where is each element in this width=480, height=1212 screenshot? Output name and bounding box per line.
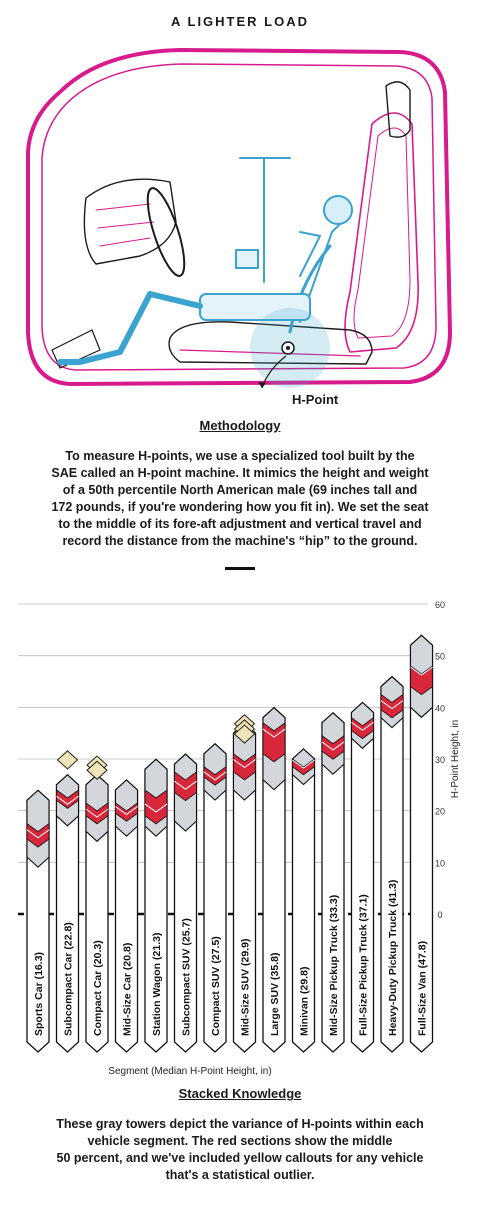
variance-range <box>85 774 109 843</box>
seat-cushion-trim <box>179 349 361 357</box>
middle-50-band <box>26 822 50 848</box>
steering-wheel <box>146 187 186 277</box>
methodology-line: 172 pounds, if you're wondering how you … <box>51 500 429 514</box>
variance-range <box>203 743 227 801</box>
y-tick-label: 0 <box>437 910 442 920</box>
headrest <box>385 81 411 138</box>
category-label: Compact Car (20.3) <box>92 940 104 1036</box>
category-label: Mid-Size Pickup Truck (33.3) <box>328 895 340 1036</box>
h-point-label: H-Point <box>292 392 339 407</box>
middle-50-band <box>115 802 138 822</box>
category-label: Subcompact SUV (25.7) <box>181 918 193 1036</box>
methodology-heading: Methodology <box>199 418 281 433</box>
methodology-line: to the middle of its fore-aft adjustment… <box>58 517 422 531</box>
stacked-heading: Stacked Knowledge <box>178 1086 302 1101</box>
stacked-line: vehicle segment. The red sections show t… <box>87 1134 393 1148</box>
median-mark <box>115 806 138 816</box>
middle-50-band <box>144 789 168 825</box>
category-label: Full-Size Van (47.8) <box>417 941 429 1036</box>
category-label: Large SUV (35.8) <box>269 953 281 1036</box>
stacked-line: These gray towers depict the variance of… <box>56 1117 424 1131</box>
y-axis-label: H-Point Height, in <box>450 720 461 798</box>
middle-50-band <box>233 753 256 781</box>
machine-weight <box>235 249 259 269</box>
h-point-tower-chart: 0 10 20 30 40 50 60 H-Point Height, in Sports Ca… <box>18 600 461 1077</box>
median-mark <box>262 728 286 738</box>
outlier-callout <box>233 724 256 744</box>
middle-50-band <box>203 765 227 786</box>
stacked-text: These gray towers depict the variance of… <box>30 1116 450 1184</box>
machine-back-pan <box>288 244 332 334</box>
stacked-line: 50 percent, and we've included yellow ca… <box>56 1151 424 1165</box>
x-axis-label: Segment (Median H-Point Height, in) <box>108 1066 271 1077</box>
category-label: Sports Car (16.3) <box>33 952 45 1036</box>
methodology-text: To measure H-points, we use a specialize… <box>30 448 450 550</box>
section-divider <box>225 567 255 570</box>
median-mark <box>380 700 404 710</box>
median-mark <box>410 666 433 676</box>
dashboard <box>83 178 177 265</box>
methodology-line: of a 50th percentile North American male… <box>62 483 418 497</box>
category-label: Mid-Size Car (20.8) <box>122 943 134 1036</box>
category-label: Mid-Size SUV (29.9) <box>240 939 252 1036</box>
variance-range <box>114 779 139 837</box>
middle-50-band <box>351 716 374 740</box>
category-label: Subcompact Car (22.8) <box>63 922 75 1036</box>
machine-leg <box>57 349 123 365</box>
category-label: Heavy-Duty Pickup Truck (41.3) <box>387 880 399 1036</box>
methodology-line: SAE called an H-point machine. It mimics… <box>51 466 429 480</box>
middle-50-band <box>56 789 79 809</box>
median-mark <box>292 759 315 769</box>
median-mark <box>203 771 227 781</box>
category-label: Compact SUV (27.5) <box>210 936 222 1036</box>
seat-back-inner <box>353 127 411 339</box>
y-tick-label: 60 <box>435 600 445 610</box>
median-mark <box>26 829 50 839</box>
machine-thigh <box>117 291 203 355</box>
cabin-frame-inner <box>41 63 437 371</box>
methodology-line: record the distance from the machine's “… <box>62 534 418 548</box>
category-label: Minivan (29.8) <box>299 967 311 1036</box>
middle-50-band <box>174 771 197 802</box>
middle-50-band <box>292 758 315 776</box>
page-title: A LIGHTER LOAD <box>170 14 309 29</box>
methodology-line: To measure H-points, we use a specialize… <box>65 449 415 463</box>
seat-back <box>344 112 419 353</box>
machine-arm <box>299 231 321 277</box>
median-mark <box>85 808 109 818</box>
median-mark <box>56 795 79 805</box>
category-label: Full-Size Pickup Truck (37.1) <box>358 894 370 1036</box>
y-tick-label: 10 <box>435 858 445 868</box>
h-point-machine-illustration: H-Point <box>26 48 452 407</box>
cabin-frame-outer <box>26 48 452 386</box>
middle-50-band <box>85 802 109 825</box>
seat-cushion <box>168 321 373 365</box>
median-mark <box>233 759 256 769</box>
y-tick-label: 20 <box>435 807 445 817</box>
median-mark <box>174 780 197 790</box>
machine-t-bar <box>239 157 291 283</box>
category-label: Station Wagon (21.3) <box>151 933 163 1036</box>
middle-50-band <box>321 734 345 760</box>
middle-50-band <box>380 693 404 719</box>
middle-50-band <box>410 665 433 696</box>
median-mark <box>321 741 345 751</box>
y-tick-label: 50 <box>435 652 445 662</box>
outlier-callout <box>56 750 79 770</box>
variance-range <box>26 789 50 868</box>
y-tick-label: 40 <box>435 703 445 713</box>
outlier-callout <box>86 760 108 780</box>
median-mark <box>351 721 374 731</box>
dashboard-vent <box>95 203 155 247</box>
machine-head <box>323 195 353 225</box>
y-tick-label: 30 <box>435 755 445 765</box>
stacked-line: that's a statistical outlier. <box>165 1168 315 1182</box>
median-mark <box>144 803 168 813</box>
